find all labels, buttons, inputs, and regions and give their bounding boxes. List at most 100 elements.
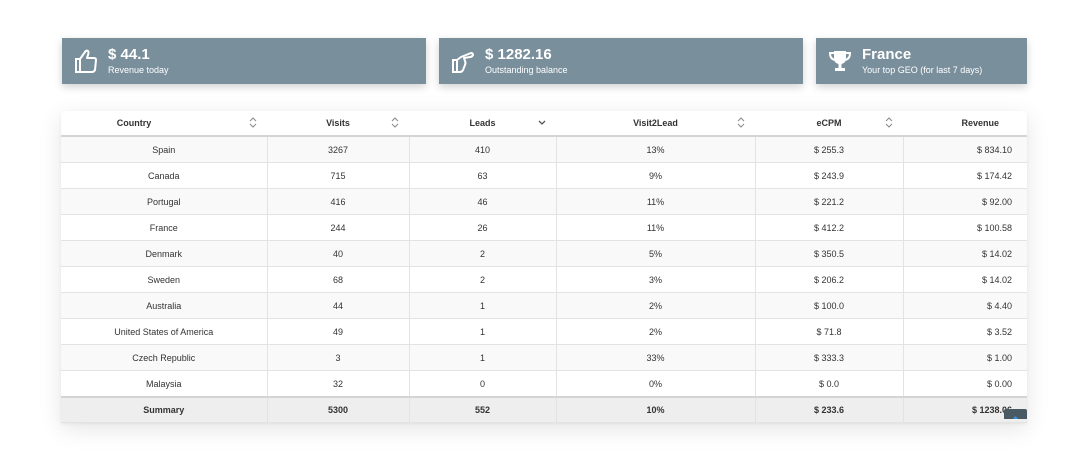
cell-country: Canada <box>61 162 268 189</box>
trophy-icon <box>828 51 852 71</box>
cell-ecpm: $ 206.2 <box>755 266 904 293</box>
summary-visits: 5300 <box>267 396 410 423</box>
column-header-leads[interactable]: Leads <box>409 111 556 137</box>
sort-both-icon[interactable] <box>737 117 745 128</box>
cell-leads: 1 <box>409 318 557 345</box>
cell-visit2lead: 2% <box>556 292 756 319</box>
sort-both-icon[interactable] <box>249 117 257 128</box>
summary-visit2lead: 10% <box>556 396 756 423</box>
cell-country: Australia <box>61 292 268 319</box>
cell-ecpm: $ 412.2 <box>755 214 904 241</box>
cell-visits: 32 <box>267 370 410 398</box>
cell-country: France <box>61 214 268 241</box>
cell-revenue: $ 834.10 <box>903 136 1027 163</box>
cell-country: Denmark <box>61 240 268 267</box>
cell-visits: 416 <box>267 188 410 215</box>
cell-revenue: $ 174.42 <box>903 162 1027 189</box>
cell-ecpm: $ 0.0 <box>755 370 904 398</box>
table-row: Portugal 416 46 11% $ 221.2 $ 92.00 <box>61 188 1027 215</box>
summary-label: Summary <box>61 396 268 423</box>
cell-visit2lead: 33% <box>556 344 756 371</box>
summary-row: Summary 5300 552 10% $ 233.6 $ 1238.06 <box>61 396 1027 423</box>
revenue-today-label: Revenue today <box>108 65 169 75</box>
column-header-country[interactable]: Country <box>61 111 267 137</box>
top-geo-value: France <box>862 46 912 63</box>
table-row: Australia 44 1 2% $ 100.0 $ 4.40 <box>61 292 1027 319</box>
table-header-row: Country Visits Leads Visit2Lead eCPM <box>61 111 1027 137</box>
cell-ecpm: $ 100.0 <box>755 292 904 319</box>
cell-visit2lead: 11% <box>556 188 756 215</box>
column-header-visit2lead[interactable]: Visit2Lead <box>556 111 755 137</box>
stats-cards: $ 44.1 Revenue today $ 1282.16 Outstandi… <box>62 38 1027 84</box>
sort-both-icon[interactable] <box>391 117 399 128</box>
chevron-up-icon <box>1012 416 1019 419</box>
cell-visits: 68 <box>267 266 410 293</box>
cell-revenue: $ 100.58 <box>903 214 1027 241</box>
cell-ecpm: $ 243.9 <box>755 162 904 189</box>
cell-country: Czech Republic <box>61 344 268 371</box>
cell-ecpm: $ 255.3 <box>755 136 904 163</box>
cell-country: Sweden <box>61 266 268 293</box>
table-row: Czech Republic 3 1 33% $ 333.3 $ 1.00 <box>61 344 1027 371</box>
cell-leads: 63 <box>409 162 557 189</box>
cell-ecpm: $ 350.5 <box>755 240 904 267</box>
outstanding-balance-value: $ 1282.16 <box>485 46 552 63</box>
cell-leads: 1 <box>409 344 557 371</box>
cell-revenue: $ 14.02 <box>903 240 1027 267</box>
cell-ecpm: $ 333.3 <box>755 344 904 371</box>
cell-visit2lead: 13% <box>556 136 756 163</box>
cell-ecpm: $ 221.2 <box>755 188 904 215</box>
cell-visits: 40 <box>267 240 410 267</box>
hand-pointing-icon <box>452 52 474 73</box>
table-row: United States of America 49 1 2% $ 71.8 … <box>61 318 1027 345</box>
cell-visits: 49 <box>267 318 410 345</box>
cell-leads: 2 <box>409 266 557 293</box>
table-row: Sweden 68 2 3% $ 206.2 $ 14.02 <box>61 266 1027 293</box>
cell-revenue: $ 0.00 <box>903 370 1027 398</box>
cell-visits: 3267 <box>267 136 410 163</box>
thumbs-up-icon <box>75 49 97 73</box>
cell-leads: 410 <box>409 136 557 163</box>
column-header-visits[interactable]: Visits <box>267 111 409 137</box>
cell-revenue: $ 14.02 <box>903 266 1027 293</box>
cell-visit2lead: 11% <box>556 214 756 241</box>
cell-country: United States of America <box>61 318 268 345</box>
cell-visit2lead: 5% <box>556 240 756 267</box>
cell-revenue: $ 1.00 <box>903 344 1027 371</box>
cell-country: Spain <box>61 136 268 163</box>
top-geo-label: Your top GEO (for last 7 days) <box>862 65 983 75</box>
revenue-today-value: $ 44.1 <box>108 46 150 63</box>
cell-leads: 26 <box>409 214 557 241</box>
cell-revenue: $ 4.40 <box>903 292 1027 319</box>
top-geo-card: France Your top GEO (for last 7 days) <box>816 38 1027 84</box>
outstanding-balance-card: $ 1282.16 Outstanding balance <box>439 38 803 84</box>
cell-visit2lead: 3% <box>556 266 756 293</box>
cell-visits: 244 <box>267 214 410 241</box>
cell-country: Portugal <box>61 188 268 215</box>
table-row: Canada 715 63 9% $ 243.9 $ 174.42 <box>61 162 1027 189</box>
table-row: Spain 3267 410 13% $ 255.3 $ 834.10 <box>61 136 1027 163</box>
cell-visit2lead: 0% <box>556 370 756 398</box>
cell-visit2lead: 9% <box>556 162 756 189</box>
cell-visit2lead: 2% <box>556 318 756 345</box>
cell-leads: 46 <box>409 188 557 215</box>
sort-down-icon[interactable] <box>538 117 546 128</box>
cell-revenue: $ 92.00 <box>903 188 1027 215</box>
table-row: Denmark 40 2 5% $ 350.5 $ 14.02 <box>61 240 1027 267</box>
summary-leads: 552 <box>409 396 557 423</box>
cell-leads: 2 <box>409 240 557 267</box>
cell-country: Malaysia <box>61 370 268 398</box>
cell-leads: 0 <box>409 370 557 398</box>
cell-visits: 44 <box>267 292 410 319</box>
cell-visits: 3 <box>267 344 410 371</box>
revenue-today-card: $ 44.1 Revenue today <box>62 38 426 84</box>
outstanding-balance-label: Outstanding balance <box>485 65 568 75</box>
sort-both-icon[interactable] <box>885 117 893 128</box>
cell-visits: 715 <box>267 162 410 189</box>
summary-ecpm: $ 233.6 <box>755 396 904 423</box>
scroll-to-top-button[interactable] <box>1004 409 1027 419</box>
cell-ecpm: $ 71.8 <box>755 318 904 345</box>
geo-stats-table: Country Visits Leads Visit2Lead eCPM <box>61 111 1027 423</box>
column-header-revenue[interactable]: Revenue <box>903 111 1027 137</box>
column-header-ecpm[interactable]: eCPM <box>755 111 903 137</box>
